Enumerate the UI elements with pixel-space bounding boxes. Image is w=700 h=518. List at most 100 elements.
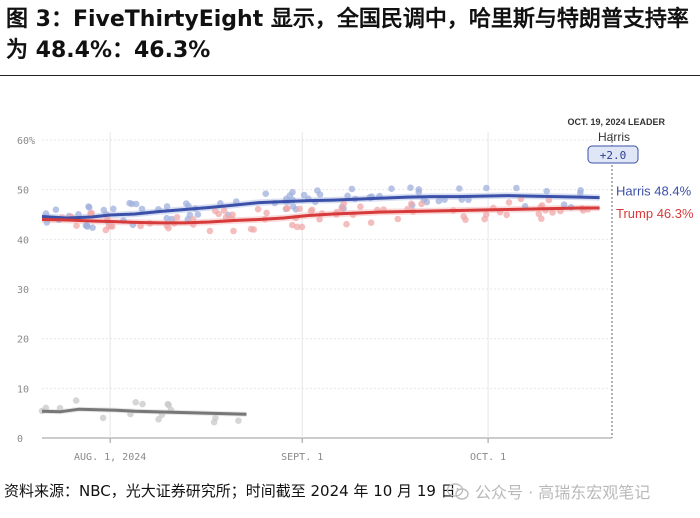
harris-poll-dot <box>262 190 270 197</box>
source-note: 资料来源：NBC，光大证券研究所；时间截至 2024 年 10 月 19 日 <box>4 482 456 500</box>
trump-poll-dot <box>408 200 415 208</box>
trump-poll-dot <box>418 200 425 208</box>
trump-poll-dot <box>340 200 348 207</box>
trump-end-label: Trump 46.3% <box>616 206 694 221</box>
x-tick-label: SEPT. 1 <box>281 452 323 463</box>
harris-poll-dot <box>52 206 60 213</box>
harris-poll-dot <box>415 188 423 196</box>
harris-poll-dot <box>407 184 414 191</box>
harris-poll-dot <box>163 203 171 210</box>
y-tick-label: 0 <box>17 434 23 445</box>
trump-poll-dot <box>263 209 270 217</box>
harris-end-label: Harris 48.4% <box>616 184 692 199</box>
harris-poll-dot <box>289 188 296 196</box>
kennedy-trend-line <box>41 407 247 416</box>
harris-poll-dot <box>435 197 443 205</box>
trump-poll-dot <box>538 215 545 222</box>
leader-header: OCT. 19, 2024 LEADER <box>567 117 665 127</box>
kennedy-poll-dot <box>72 397 80 404</box>
harris-poll-dot <box>465 196 472 204</box>
harris-poll-dot <box>138 205 146 213</box>
harris-poll-dot <box>513 184 520 192</box>
y-tick-label: 60% <box>17 136 35 147</box>
trump-poll-dot <box>247 225 255 233</box>
harris-poll-dot <box>126 199 133 207</box>
band-layer <box>42 192 600 417</box>
harris-poll-dot <box>194 211 202 218</box>
kennedy-poll-dot <box>132 399 139 406</box>
y-tick-label: 50 <box>17 186 29 197</box>
kennedy-poll-dot <box>164 400 172 408</box>
trump-poll-dot <box>538 202 546 209</box>
figure-title: 图 3：FiveThirtyEight 显示，全国民调中，哈里斯与特朗普支持率为… <box>6 7 689 63</box>
trump-poll-dot <box>296 205 303 213</box>
trump-poll-dot <box>343 220 350 228</box>
trump-poll-dot <box>107 222 115 230</box>
harris-poll-dot <box>423 198 431 206</box>
harris-poll-dot <box>483 184 490 192</box>
leader-margin: +2.0 <box>600 149 627 162</box>
watermark-text: 公众号 · 高瑞东宏观笔记 <box>475 483 651 502</box>
trump-trend-line <box>41 206 600 225</box>
axis-layer: 60% 50 40 30 20 10 0 AUG. 1, 2024 SEPT. 1 OCT. 1 <box>17 136 506 463</box>
title-divider <box>0 75 700 76</box>
harris-poll-dot <box>163 214 171 222</box>
leader-box: OCT. 19, 2024 LEADER Harris +2.0 <box>567 117 665 164</box>
kennedy-poll-dot <box>42 404 50 412</box>
harris-poll-dot <box>344 192 351 200</box>
trump-poll-dot <box>284 205 291 212</box>
line-layer <box>41 194 600 416</box>
trump-poll-dot <box>222 214 230 221</box>
harris-poll-dot <box>184 216 192 223</box>
trump-poll-dot <box>549 209 556 216</box>
y-tick-label: 30 <box>17 285 29 296</box>
trump-poll-dot <box>545 196 553 204</box>
trump-poll-dot <box>307 207 315 215</box>
trump-poll-dot <box>298 223 306 231</box>
trump-poll-dot <box>88 209 95 217</box>
harris-poll-dot <box>75 211 82 218</box>
trump-poll-dot <box>394 215 402 223</box>
harris-poll-dot <box>543 187 550 195</box>
trump-poll-dot <box>230 227 237 235</box>
kennedy-poll-dot <box>235 417 242 425</box>
trump-poll-dot <box>462 216 469 223</box>
end-labels: Harris 48.4% Trump 46.3% <box>616 184 694 221</box>
trump-poll-dot <box>137 222 144 230</box>
y-tick-label: 10 <box>17 384 29 395</box>
harris-trend-line <box>41 194 600 220</box>
harris-poll-dot <box>233 198 240 205</box>
x-tick-label: OCT. 1 <box>470 452 506 463</box>
harris-poll-dot <box>314 187 321 194</box>
trump-poll-dot <box>367 219 375 226</box>
trump-poll-dot <box>215 210 222 218</box>
trump-poll-dot <box>73 222 80 229</box>
harris-poll-dot <box>89 224 96 231</box>
kennedy-poll-dot <box>99 414 107 422</box>
kennedy-poll-dot <box>212 414 219 422</box>
harris-poll-dot <box>560 201 568 208</box>
harris-poll-dot <box>456 185 463 192</box>
harris-poll-dot <box>348 185 356 193</box>
harris-poll-dot <box>85 204 93 211</box>
trump-poll-dot <box>316 216 323 223</box>
trump-poll-dot <box>173 214 181 221</box>
trump-poll-dot <box>220 207 228 214</box>
grid-layer <box>42 132 613 439</box>
harris-poll-dot <box>577 189 584 197</box>
trump-poll-dot <box>206 227 214 235</box>
trump-poll-dot <box>505 199 513 206</box>
trump-poll-dot <box>482 211 490 218</box>
leader-name: Harris <box>598 130 630 144</box>
y-tick-label: 20 <box>17 335 29 346</box>
kennedy-poll-dot <box>155 416 162 423</box>
trump-poll-dot <box>357 203 364 210</box>
kennedy-poll-dot <box>139 400 146 408</box>
leader-margin-box <box>587 145 639 164</box>
trump-poll-dot <box>254 205 262 213</box>
trump-poll-dot <box>503 211 511 219</box>
trump-poll-dot <box>535 210 543 218</box>
wechat-icon <box>447 483 469 500</box>
kennedy-poll-dot <box>56 404 64 412</box>
